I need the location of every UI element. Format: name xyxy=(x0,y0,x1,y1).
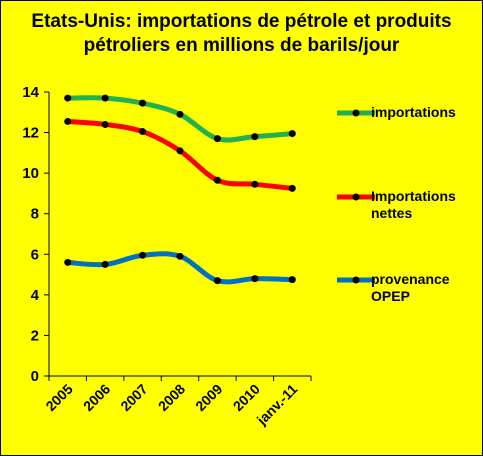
y-tick-label: 0 xyxy=(31,368,39,385)
chart-series xyxy=(64,94,296,285)
data-point xyxy=(288,184,296,192)
x-tick-label: 2007 xyxy=(117,381,150,414)
y-tick-label: 6 xyxy=(31,246,39,263)
legend-label: importations xyxy=(371,104,456,120)
y-tick-label: 8 xyxy=(31,206,39,223)
y-tick-label: 4 xyxy=(31,287,40,304)
data-point xyxy=(176,110,184,118)
data-point xyxy=(176,147,184,155)
y-tick-label: 2 xyxy=(31,327,39,344)
legend-swatch-marker xyxy=(352,109,360,117)
y-tick-label: 14 xyxy=(22,84,39,101)
legend-swatch xyxy=(337,276,375,284)
data-point xyxy=(139,99,147,107)
data-point xyxy=(139,251,147,259)
legend-label: Importations nettes xyxy=(371,188,456,221)
legend-swatch-marker xyxy=(352,193,360,201)
data-point xyxy=(101,94,109,102)
x-tick-label: 2008 xyxy=(155,381,188,414)
y-tick-label: 10 xyxy=(22,165,39,182)
x-tick-label: 2009 xyxy=(192,381,225,414)
data-point xyxy=(213,277,221,285)
data-point xyxy=(64,94,72,102)
data-point xyxy=(251,133,259,141)
data-point xyxy=(139,128,147,136)
series-line-0 xyxy=(67,95,293,143)
data-point xyxy=(101,120,109,128)
x-tick-label: 2010 xyxy=(230,381,263,414)
data-point xyxy=(64,117,72,125)
chart-title: Etats-Unis: importations de pétrole et p… xyxy=(10,10,473,58)
data-point xyxy=(213,176,221,184)
legend-swatch xyxy=(337,109,375,117)
y-tick-label: 12 xyxy=(22,125,39,142)
data-point xyxy=(213,135,221,143)
x-tick-label: janv.-11 xyxy=(253,381,301,429)
chart-title-line-2: pétroliers en millions de barils/jour xyxy=(83,35,400,56)
legend-swatch xyxy=(337,193,375,201)
data-point xyxy=(288,130,296,138)
data-point xyxy=(176,252,184,260)
x-tick-label: 2005 xyxy=(42,381,75,414)
legend-label: provenance OPEP xyxy=(371,271,450,304)
data-point xyxy=(64,258,72,266)
legend-swatch-marker xyxy=(352,276,360,284)
series-line-1 xyxy=(67,118,293,191)
data-point xyxy=(101,260,109,268)
data-point xyxy=(288,276,296,284)
chart-title-line-1: Etats-Unis: importations de pétrole et p… xyxy=(31,11,452,32)
x-tick-label: 2006 xyxy=(80,381,113,414)
data-point xyxy=(251,275,259,283)
data-point xyxy=(251,180,259,188)
